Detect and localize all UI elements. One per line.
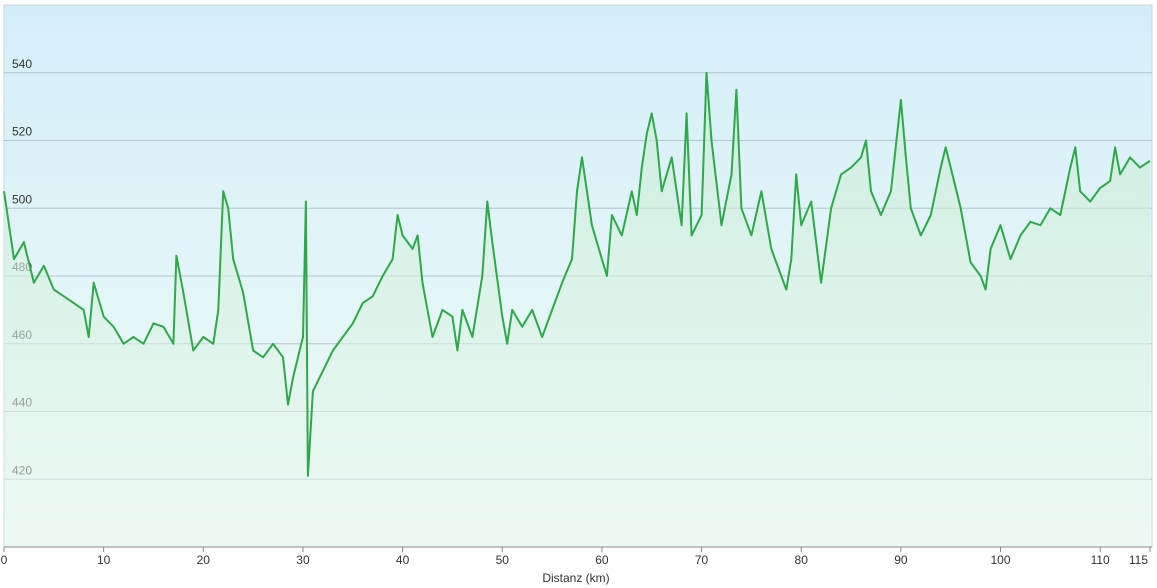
y-tick-label: 520 — [12, 125, 32, 139]
x-axis-title: Distanz (km) — [542, 571, 609, 585]
x-tick-label: 115 — [1129, 553, 1148, 567]
x-tick-label: 110 — [1091, 553, 1110, 567]
x-tick-label: 20 — [197, 553, 211, 567]
x-tick-label: 30 — [296, 553, 310, 567]
y-tick-label: 540 — [12, 57, 32, 71]
x-tick-label: 0 — [1, 553, 8, 567]
x-tick-label: 50 — [496, 553, 510, 567]
x-tick-label: 10 — [97, 553, 111, 567]
x-tick-label: 70 — [695, 553, 709, 567]
x-tick-label: 100 — [991, 553, 1011, 567]
elevation-line — [3, 71, 1151, 477]
x-tick-label: 40 — [396, 553, 410, 567]
area-fill — [4, 72, 1150, 548]
x-tick-label: 60 — [595, 553, 609, 567]
x-tick-label: 90 — [894, 553, 908, 567]
y-tick-label: 500 — [12, 192, 32, 206]
x-tick-label: 80 — [795, 553, 809, 567]
